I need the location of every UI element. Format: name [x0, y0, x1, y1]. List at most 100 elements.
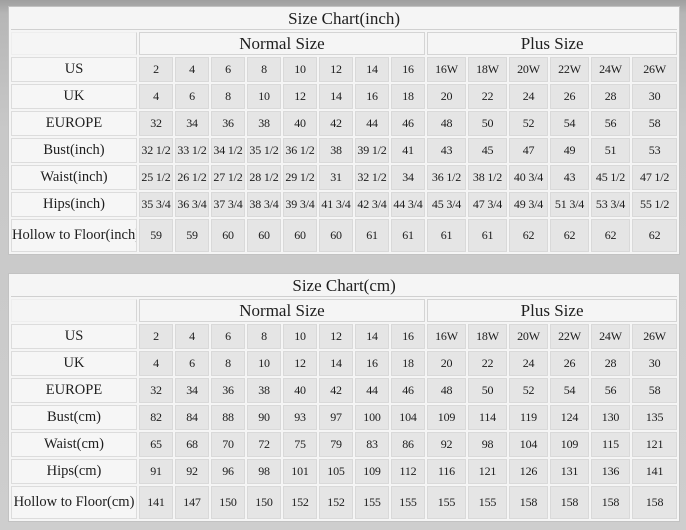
- value-cell: 10: [247, 84, 281, 109]
- value-cell: 158: [591, 486, 630, 519]
- value-cell: 26: [550, 84, 589, 109]
- value-cell: 131: [550, 459, 589, 484]
- value-cell: 42: [319, 111, 353, 136]
- value-cell: 61: [391, 219, 425, 252]
- value-cell: 44: [355, 111, 389, 136]
- value-cell: 28: [591, 84, 630, 109]
- value-cell: 55 1/2: [632, 192, 678, 217]
- table-row: UK 4 6 8 10 12 14 16 18 20 22 24 26 28 30: [11, 84, 678, 109]
- value-cell: 36: [211, 378, 245, 403]
- value-cell: 100: [355, 405, 389, 430]
- value-cell: 68: [175, 432, 209, 457]
- value-cell: 112: [391, 459, 425, 484]
- value-cell: 26W: [632, 324, 678, 349]
- value-cell: 135: [632, 405, 678, 430]
- value-cell: 83: [355, 432, 389, 457]
- value-cell: 44 3/4: [391, 192, 425, 217]
- value-cell: 141: [632, 459, 678, 484]
- value-cell: 10: [283, 324, 317, 349]
- value-cell: 45 3/4: [427, 192, 466, 217]
- value-cell: 150: [211, 486, 245, 519]
- value-cell: 51 3/4: [550, 192, 589, 217]
- value-cell: 30: [632, 351, 678, 376]
- value-cell: 16: [355, 351, 389, 376]
- value-cell: 72: [247, 432, 281, 457]
- value-cell: 26 1/2: [175, 165, 209, 190]
- row-label: EUROPE: [11, 378, 137, 403]
- value-cell: 33 1/2: [175, 138, 209, 163]
- value-cell: 41 3/4: [319, 192, 353, 217]
- value-cell: 147: [175, 486, 209, 519]
- value-cell: 40: [283, 111, 317, 136]
- value-cell: 16W: [427, 57, 466, 82]
- value-cell: 50: [468, 378, 507, 403]
- table-row: US 2 4 6 8 10 12 14 16 16W 18W 20W 22W 24W 26W: [11, 324, 678, 349]
- value-cell: 6: [211, 57, 245, 82]
- value-cell: 16W: [427, 324, 466, 349]
- value-cell: 39 1/2: [355, 138, 389, 163]
- value-cell: 130: [591, 405, 630, 430]
- value-cell: 26W: [632, 57, 678, 82]
- value-cell: 27 1/2: [211, 165, 245, 190]
- value-cell: 32: [139, 111, 173, 136]
- value-cell: 4: [175, 324, 209, 349]
- table-row: Bust(inch) 32 1/2 33 1/2 34 1/2 35 1/2 36 1/2…: [11, 138, 678, 163]
- value-cell: 18W: [468, 324, 507, 349]
- value-cell: 22W: [550, 57, 589, 82]
- value-cell: 62: [550, 219, 589, 252]
- value-cell: 62: [509, 219, 548, 252]
- value-cell: 14: [355, 57, 389, 82]
- value-cell: 18: [391, 84, 425, 109]
- value-cell: 105: [319, 459, 353, 484]
- value-cell: 24: [509, 351, 548, 376]
- value-cell: 36 1/2: [427, 165, 466, 190]
- value-cell: 155: [468, 486, 507, 519]
- value-cell: 59: [175, 219, 209, 252]
- value-cell: 97: [319, 405, 353, 430]
- value-cell: 28 1/2: [247, 165, 281, 190]
- value-cell: 58: [632, 111, 678, 136]
- value-cell: 98: [247, 459, 281, 484]
- value-cell: 49: [550, 138, 589, 163]
- value-cell: 82: [139, 405, 173, 430]
- value-cell: 2: [139, 324, 173, 349]
- value-cell: 46: [391, 378, 425, 403]
- value-cell: 32 1/2: [355, 165, 389, 190]
- table-row: UK 4 6 8 10 12 14 16 18 20 22 24 26 28 30: [11, 351, 678, 376]
- value-cell: 75: [283, 432, 317, 457]
- value-cell: 150: [247, 486, 281, 519]
- value-cell: 48: [427, 111, 466, 136]
- value-cell: 56: [591, 378, 630, 403]
- table-title: Size Chart(cm): [11, 276, 678, 297]
- value-cell: 31: [319, 165, 353, 190]
- value-cell: 54: [550, 111, 589, 136]
- corner-cell: [11, 32, 137, 55]
- value-cell: 90: [247, 405, 281, 430]
- value-cell: 4: [139, 351, 173, 376]
- value-cell: 51: [591, 138, 630, 163]
- row-label: Bust(cm): [11, 405, 137, 430]
- value-cell: 79: [319, 432, 353, 457]
- group-header-plus-size: Plus Size: [427, 32, 678, 55]
- table-row: US 2 4 6 8 10 12 14 16 16W 18W 20W 22W 24W 26W: [11, 57, 678, 82]
- value-cell: 22: [468, 351, 507, 376]
- value-cell: 101: [283, 459, 317, 484]
- value-cell: 60: [319, 219, 353, 252]
- value-cell: 38: [247, 111, 281, 136]
- table-row: Hips(inch) 35 3/4 36 3/4 37 3/4 38 3/4 39 3/4…: [11, 192, 678, 217]
- value-cell: 14: [319, 351, 353, 376]
- value-cell: 4: [139, 84, 173, 109]
- value-cell: 34: [175, 378, 209, 403]
- value-cell: 25 1/2: [139, 165, 173, 190]
- value-cell: 24W: [591, 57, 630, 82]
- value-cell: 8: [211, 84, 245, 109]
- value-cell: 38 3/4: [247, 192, 281, 217]
- value-cell: 62: [591, 219, 630, 252]
- table-row: Bust(cm) 82 84 88 90 93 97 100 104 109 114 119 124 13…: [11, 405, 678, 430]
- value-cell: 70: [211, 432, 245, 457]
- value-cell: 36 3/4: [175, 192, 209, 217]
- value-cell: 61: [427, 219, 466, 252]
- row-label: Hollow to Floor(inch): [11, 219, 137, 252]
- value-cell: 121: [632, 432, 678, 457]
